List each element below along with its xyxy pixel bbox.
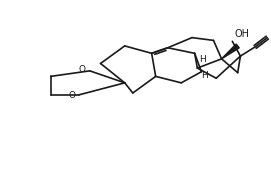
Text: OH: OH (234, 29, 249, 39)
Text: H: H (201, 71, 208, 80)
Text: O: O (79, 65, 86, 74)
Text: O: O (68, 91, 75, 100)
Polygon shape (222, 44, 239, 59)
Text: H: H (199, 55, 205, 64)
